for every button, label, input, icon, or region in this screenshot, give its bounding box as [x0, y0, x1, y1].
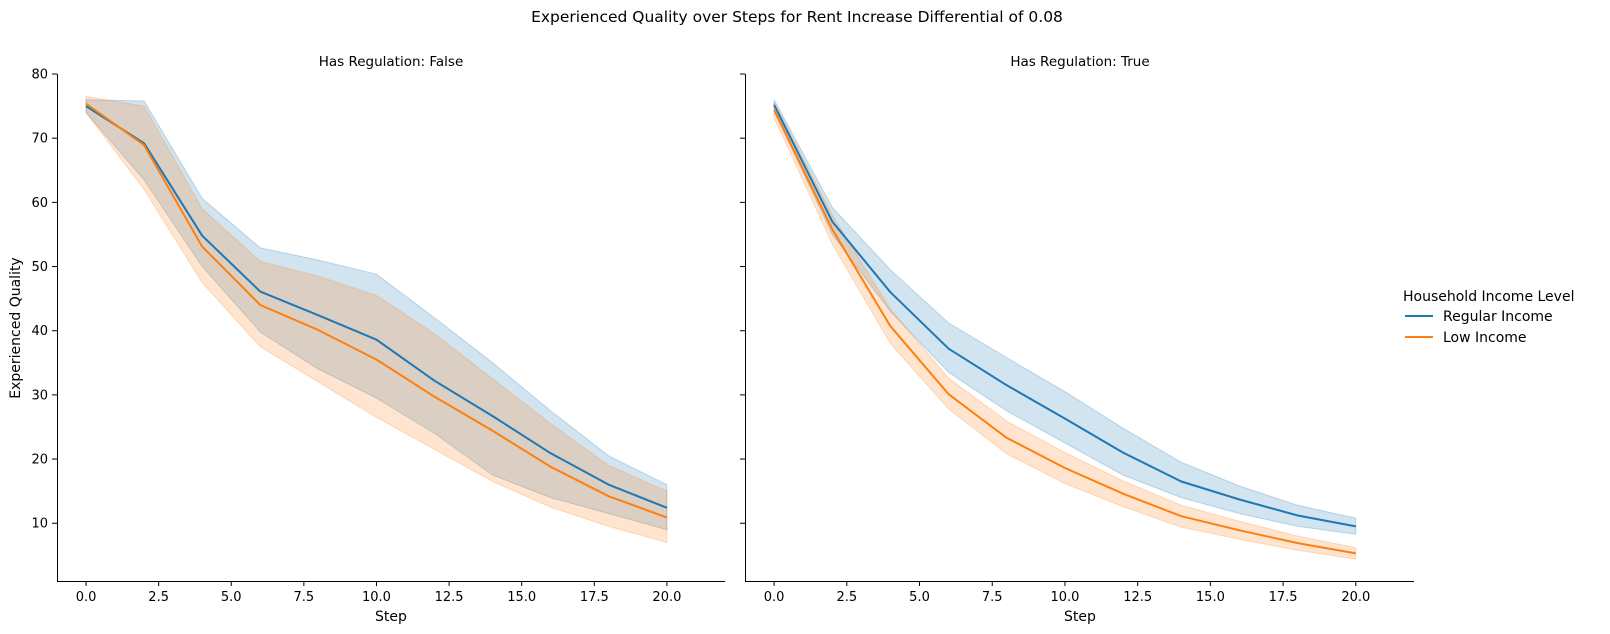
x-tick-label: 15.0: [1196, 590, 1225, 605]
x-tick-label: 20.0: [652, 590, 681, 605]
panel-title: Has Regulation: True: [1010, 54, 1149, 70]
x-axis-label: Step: [1064, 609, 1096, 625]
x-tick-label: 17.5: [580, 590, 609, 605]
x-tick-label: 5.0: [909, 590, 930, 605]
x-tick-label: 2.5: [148, 590, 169, 605]
figure-title: Experienced Quality over Steps for Rent …: [531, 8, 1063, 26]
x-tick-label: 7.5: [982, 590, 1003, 605]
panel-title: Has Regulation: False: [319, 54, 464, 70]
y-axis-label: Experienced Quality: [8, 257, 24, 398]
x-tick-label: 12.5: [435, 590, 464, 605]
x-tick-label: 15.0: [507, 590, 536, 605]
legend-entry-regular-income: Regular Income: [1405, 309, 1553, 325]
x-tick-label: 20.0: [1341, 590, 1370, 605]
series-line-low-income: [773, 109, 1356, 555]
x-tick-label: 0.0: [76, 590, 97, 605]
y-tick-label: 60: [31, 196, 48, 211]
y-tick-label: 30: [31, 388, 48, 403]
series-line-regular-income: [85, 105, 668, 509]
x-tick-label: 10.0: [1050, 590, 1079, 605]
panel-regulation-false: Has Regulation: False 0.0 2.5 5.0 7.5 10.0 12…: [8, 54, 725, 625]
y-tick-label: 70: [31, 132, 48, 147]
x-tick-label: 12.5: [1123, 590, 1152, 605]
x-axis-label: Step: [375, 609, 407, 625]
x-tick-label: 7.5: [294, 590, 315, 605]
legend: Household Income Level Regular Income Lo…: [1403, 289, 1574, 346]
panel-regulation-true: Has Regulation: True 0.0 2.5 5.0 7.5 10.0 12.…: [740, 54, 1414, 625]
x-tick-label: 5.0: [221, 590, 242, 605]
y-tick-label: 10: [31, 517, 48, 532]
legend-label: Regular Income: [1443, 309, 1553, 325]
series-line-regular-income: [773, 104, 1356, 528]
y-tick-label: 40: [31, 324, 48, 339]
legend-title: Household Income Level: [1403, 289, 1574, 305]
ci-band-regular-income: [85, 99, 668, 531]
y-tick-label: 50: [31, 260, 48, 275]
ci-band-low-income: [85, 95, 668, 544]
legend-entry-low-income: Low Income: [1405, 330, 1527, 346]
series-line-low-income: [85, 102, 668, 519]
x-tick-label: 0.0: [764, 590, 785, 605]
ci-band-low-income: [773, 101, 1357, 560]
y-tick-label: 80: [31, 68, 48, 83]
x-tick-label: 2.5: [836, 590, 857, 605]
y-tick-label: 20: [31, 453, 48, 468]
x-tick-label: 10.0: [362, 590, 391, 605]
x-tick-label: 17.5: [1269, 590, 1298, 605]
legend-label: Low Income: [1443, 330, 1527, 346]
ci-band-regular-income: [773, 99, 1357, 535]
